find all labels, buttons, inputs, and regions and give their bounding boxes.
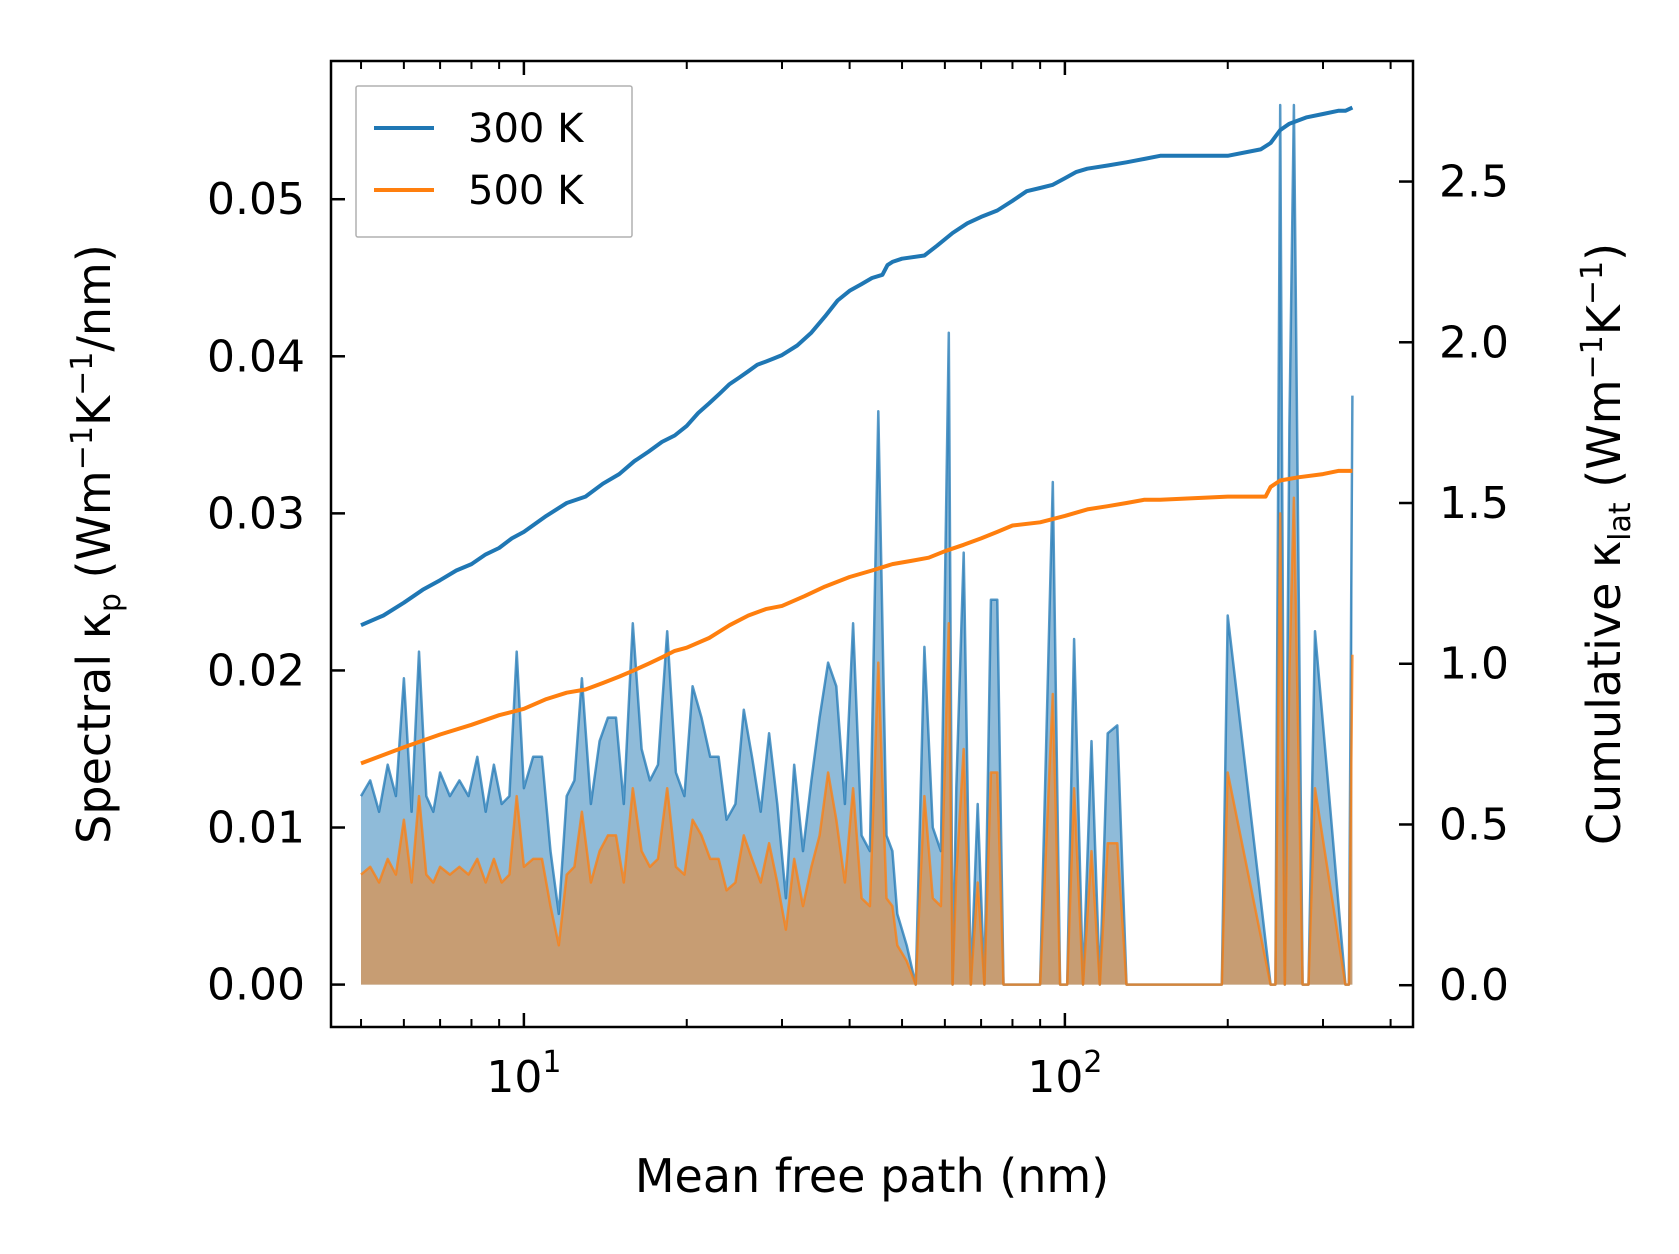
y2-tick-label: 1.5 bbox=[1439, 478, 1509, 529]
y-axis-label-unit-mid: K bbox=[67, 394, 121, 426]
x-tick-label-base: 10 bbox=[486, 1052, 542, 1103]
y2-axis-label: Cumulative κlat (Wm−1K−1) bbox=[1575, 243, 1638, 845]
y-tick-label: 0.05 bbox=[207, 174, 305, 225]
y2-tick-label: 2.5 bbox=[1439, 157, 1509, 208]
y-axis-label-superscript-2: −1 bbox=[65, 352, 100, 396]
y-axis-label-base: Spectral κ bbox=[67, 612, 121, 844]
y-axis-label-unit-open: (Wm bbox=[67, 470, 121, 593]
x-tick-label: 101 bbox=[486, 1045, 561, 1103]
y2-axis-label-subscript: lat bbox=[1603, 502, 1638, 541]
spectral-area-500k bbox=[361, 497, 1353, 985]
y2-tick-label: 0.5 bbox=[1439, 799, 1509, 850]
y2-axis-label-base: Cumulative κ bbox=[1577, 541, 1631, 845]
spectral-area-300k bbox=[361, 105, 1353, 985]
spectral-kappa-layer bbox=[359, 103, 1354, 986]
y2-axis-label-unit-close: ) bbox=[1577, 243, 1631, 261]
legend-label-300k: 300 K bbox=[468, 106, 585, 152]
y-axis-label-unit-close: /nm) bbox=[67, 244, 121, 351]
y-tick-label: 0.01 bbox=[207, 803, 305, 854]
legend-frame bbox=[355, 85, 633, 238]
x-tick-label: 102 bbox=[1027, 1045, 1102, 1103]
legend-label-500k: 500 K bbox=[468, 168, 585, 214]
axis-ticks-layer: 0.00 0.01 0.02 0.03 0.04 0.05 0.0 0.5 1.0 1.5 2.0 2… bbox=[207, 61, 1509, 1103]
legend: 300 K 500 K bbox=[355, 85, 633, 238]
y2-axis-label-unit-mid: K bbox=[1577, 303, 1631, 335]
x-tick-label-base: 10 bbox=[1027, 1052, 1083, 1103]
y-tick-label: 0.02 bbox=[207, 645, 305, 696]
plot-area-frame bbox=[329, 59, 1415, 1029]
y2-axis-label-superscript-1: −1 bbox=[1575, 335, 1610, 379]
y2-tick-label: 2.0 bbox=[1439, 317, 1509, 368]
y-axis-label: Spectral κp (Wm−1K−1/nm) bbox=[65, 244, 128, 844]
y-tick-label: 0.00 bbox=[207, 960, 305, 1011]
y-axis-label-superscript-1: −1 bbox=[65, 426, 100, 470]
spectral-line-500k bbox=[360, 496, 1354, 986]
cumulative-line-300k bbox=[360, 105, 1354, 628]
x-tick-label-exponent: 2 bbox=[1083, 1045, 1102, 1080]
x-tick-label-exponent: 1 bbox=[542, 1045, 561, 1080]
y2-tick-label: 0.0 bbox=[1439, 960, 1509, 1011]
y-axis-label-subscript: p bbox=[93, 593, 128, 612]
y2-axis-label-unit-open: (Wm bbox=[1577, 379, 1631, 502]
cumulative-line-500k bbox=[360, 468, 1353, 766]
y-tick-label: 0.03 bbox=[207, 488, 305, 539]
y2-tick-label: 1.0 bbox=[1439, 639, 1509, 690]
cumulative-kappa-layer bbox=[360, 105, 1354, 766]
x-axis-label: Mean free path (nm) bbox=[635, 1149, 1109, 1203]
y-tick-label: 0.04 bbox=[207, 331, 305, 382]
y2-axis-label-superscript-2: −1 bbox=[1575, 261, 1610, 305]
